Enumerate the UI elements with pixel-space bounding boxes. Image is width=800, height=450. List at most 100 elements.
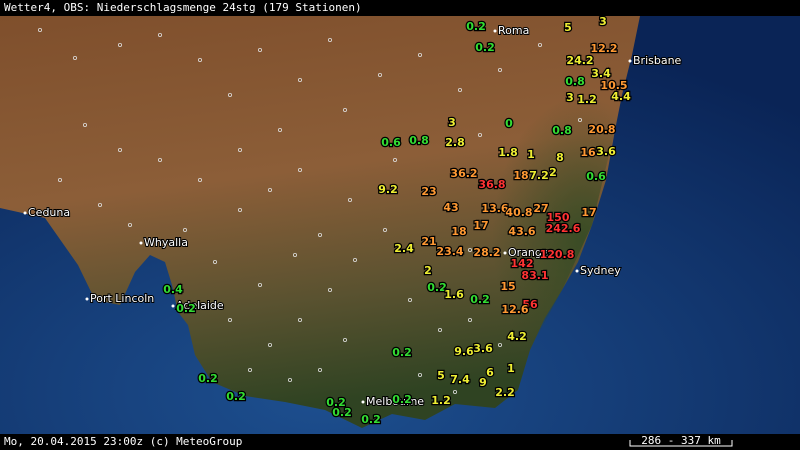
- station-value: 3: [599, 15, 607, 28]
- city-dot: [23, 211, 27, 215]
- station-dot: [197, 177, 202, 182]
- station-dot: [342, 337, 347, 342]
- station-dot: [297, 78, 302, 83]
- scale-label: 286 - 337 km: [641, 434, 721, 447]
- station-dot: [317, 232, 322, 237]
- station-value: 2.8: [445, 136, 465, 149]
- station-value: 4.4: [611, 90, 631, 103]
- station-value: 242.6: [546, 222, 581, 235]
- station-value: 2.4: [394, 242, 414, 255]
- station-dot: [247, 367, 252, 372]
- station-dot: [212, 259, 217, 264]
- station-value: 0.2: [326, 396, 346, 409]
- station-value: 16: [580, 146, 596, 159]
- station-dot: [237, 207, 242, 212]
- land-green: [380, 16, 640, 420]
- station-value: 0.2: [470, 293, 490, 306]
- station-value: 21: [421, 235, 436, 248]
- station-dot: [407, 297, 412, 302]
- station-dot: [83, 123, 88, 128]
- city-label: Roma: [498, 24, 529, 37]
- station-value: 2.2: [495, 386, 515, 399]
- station-dot: [38, 27, 43, 32]
- station-value: 0.6: [381, 136, 401, 149]
- station-value: 3.4: [591, 67, 611, 80]
- station-value: 56: [522, 298, 538, 311]
- station-dot: [342, 108, 347, 113]
- station-value: 8: [556, 151, 564, 164]
- station-value: 9: [479, 376, 487, 389]
- station-value: 36.8: [478, 178, 505, 191]
- station-value: 0.2: [427, 281, 447, 294]
- city-dot: [139, 241, 143, 245]
- station-value: 1.8: [498, 146, 518, 159]
- footer-bar: [0, 434, 800, 450]
- station-dot: [292, 252, 297, 257]
- station-dot: [257, 48, 262, 53]
- station-dot: [457, 88, 462, 93]
- station-value: 6: [486, 366, 494, 379]
- station-value: 0.4: [163, 283, 183, 296]
- station-dot: [227, 93, 232, 98]
- station-value: 0.2: [466, 20, 486, 33]
- station-value: 5: [564, 21, 572, 34]
- station-dot: [377, 73, 382, 78]
- station-dot: [227, 317, 232, 322]
- station-value: 120.8: [540, 248, 575, 261]
- station-dot: [327, 38, 332, 43]
- station-value: 142: [511, 257, 534, 270]
- station-value: 0.2: [392, 346, 412, 359]
- station-value: 28.2: [473, 246, 500, 259]
- station-value: 2: [424, 264, 432, 277]
- station-dot: [157, 157, 162, 162]
- city-label: Sydney: [580, 264, 621, 277]
- station-value: 0.2: [176, 302, 196, 315]
- station-dot: [578, 118, 583, 123]
- station-value: 12.6: [501, 303, 528, 316]
- station-value: 40.8: [505, 206, 532, 219]
- city-dot: [361, 400, 365, 404]
- station-dot: [297, 317, 302, 322]
- station-value: 0.6: [586, 170, 606, 183]
- station-dot: [538, 43, 543, 48]
- station-dot: [437, 327, 442, 332]
- station-dot: [352, 257, 357, 262]
- station-value: 17: [473, 219, 488, 232]
- station-value: 24.2: [566, 54, 593, 67]
- station-dot: [237, 147, 242, 152]
- station-dot: [182, 227, 187, 232]
- station-dot: [327, 287, 332, 292]
- station-dot: [157, 33, 162, 38]
- scale-bar: [629, 440, 733, 447]
- station-dot: [417, 53, 422, 58]
- city-dot: [575, 269, 579, 273]
- station-dot: [392, 157, 397, 162]
- station-value: 36.2: [450, 167, 477, 180]
- station-dot: [118, 43, 123, 48]
- station-value: 10.5: [600, 79, 627, 92]
- station-value: 0.2: [475, 41, 495, 54]
- city-dot: [171, 304, 175, 308]
- station-dot: [287, 377, 292, 382]
- station-value: 0.8: [409, 134, 429, 147]
- station-value: 0.8: [565, 75, 585, 88]
- station-value: 0.2: [226, 390, 246, 403]
- station-dot: [382, 227, 387, 232]
- station-value: 4.2: [507, 330, 527, 343]
- station-value: 1.6: [444, 288, 464, 301]
- city-label: Whyalla: [144, 236, 188, 249]
- station-dot: [477, 132, 482, 137]
- city-label: Brisbane: [633, 54, 682, 67]
- station-dot: [277, 127, 282, 132]
- station-dot: [297, 167, 302, 172]
- station-value: 2: [549, 166, 557, 179]
- station-value: 27: [533, 202, 548, 215]
- station-value: 0: [505, 117, 513, 130]
- station-value: 0.2: [361, 413, 381, 426]
- station-value: 7.2: [529, 169, 549, 182]
- station-value: 18: [451, 225, 466, 238]
- station-value: 13.6: [481, 202, 508, 215]
- station-value: 1: [507, 362, 515, 375]
- city-label: Port Lincoln: [90, 292, 154, 305]
- station-dot: [98, 202, 103, 207]
